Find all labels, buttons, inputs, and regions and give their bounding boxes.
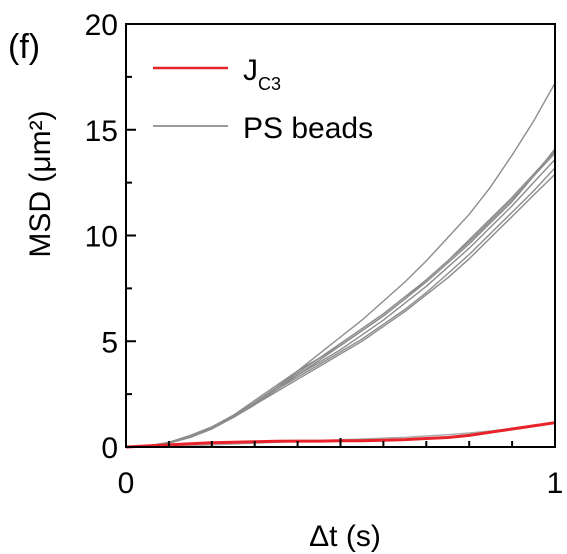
- series-line-4: [125, 152, 556, 448]
- x-tick-label-1: 1: [547, 467, 564, 500]
- y-tick-label-3: 15: [85, 115, 118, 148]
- legend-label-jc3: JC3: [243, 54, 281, 94]
- y-tick-label-4: 20: [85, 9, 118, 42]
- x-tick-label-0: 0: [118, 467, 135, 500]
- series-line-5: [125, 167, 556, 448]
- series-line-6: [125, 173, 556, 448]
- plot-frame: [125, 23, 556, 448]
- y-tick-label-2: 10: [85, 221, 118, 254]
- legend-label-ps-beads: PS beads: [243, 112, 373, 145]
- series-line-7: [125, 150, 556, 448]
- series-line-3: [125, 158, 556, 448]
- y-tick-label-1: 5: [101, 326, 118, 359]
- y-axis-title: MSD (μm²): [24, 110, 57, 257]
- series-line-2: [125, 148, 556, 448]
- y-tick-label-0: 0: [101, 432, 118, 465]
- legend: JC3 PS beads: [153, 54, 373, 145]
- legend-label-jc3-sub: C3: [258, 74, 281, 94]
- x-axis-title: Δt (s): [309, 520, 381, 553]
- legend-label-jc3-main: J: [243, 54, 258, 87]
- ticks-layer: 0 5 10 15 20 0 1: [85, 9, 564, 500]
- panel-label: (f): [8, 28, 40, 66]
